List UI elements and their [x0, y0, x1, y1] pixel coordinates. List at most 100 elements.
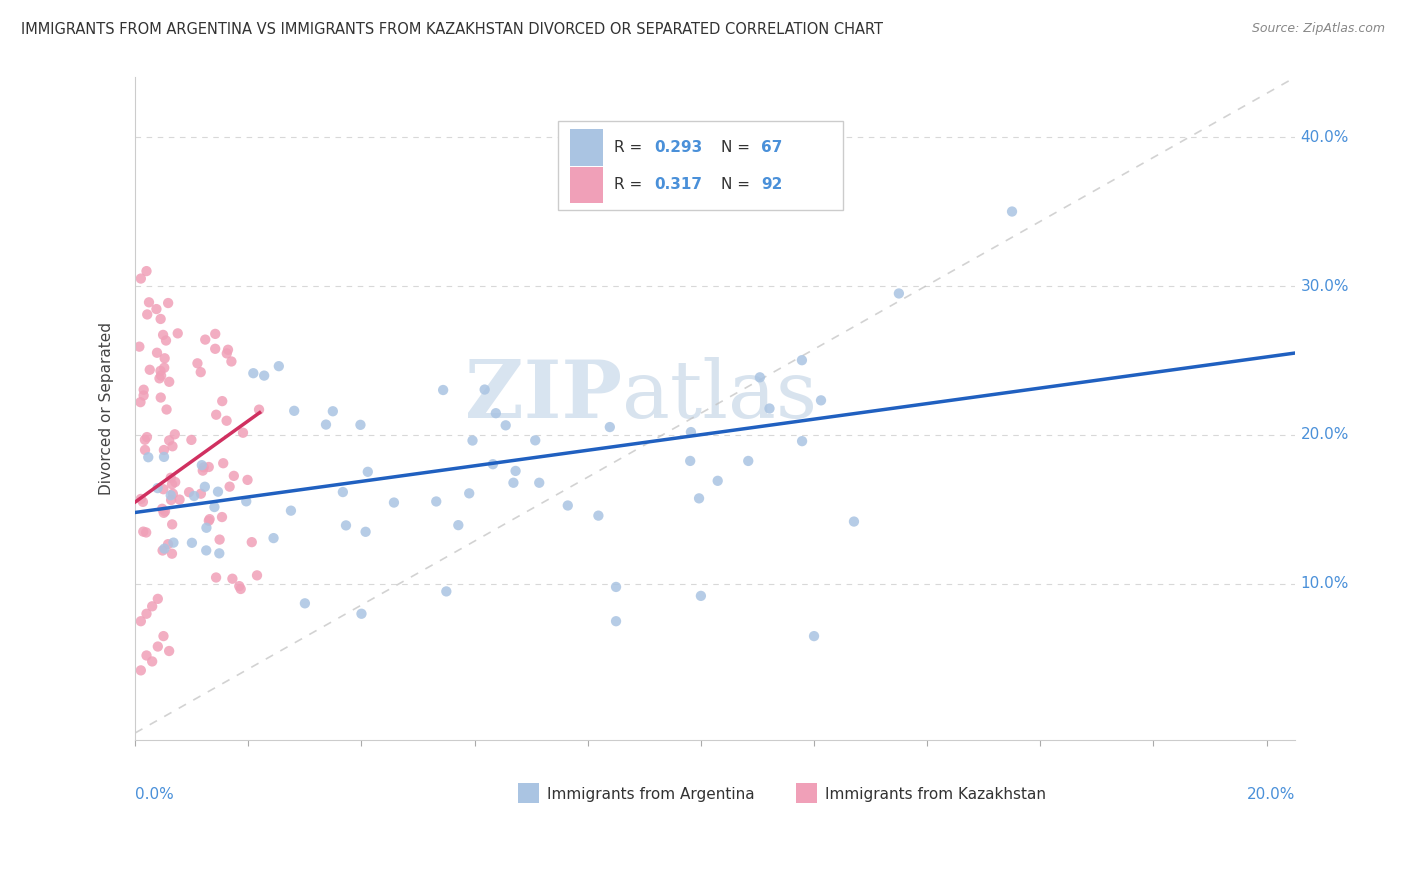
Text: R =: R = [614, 140, 647, 155]
Point [447, 518, 470, 533]
Point [588, 508, 610, 523]
Point [232, 425, 254, 440]
Point [204, 326, 226, 341]
Point [215, 346, 238, 360]
Point [136, 430, 159, 444]
Point [240, 535, 263, 549]
Y-axis label: Divorced or Separated: Divorced or Separated [100, 322, 114, 495]
Point [689, 589, 711, 603]
Point [129, 614, 152, 628]
Point [153, 360, 176, 375]
Point [149, 391, 172, 405]
Point [197, 460, 219, 475]
Point [160, 517, 183, 532]
Point [198, 512, 221, 526]
Point [135, 264, 157, 278]
Point [132, 383, 155, 397]
Point [205, 408, 228, 422]
Point [205, 570, 228, 584]
Point [150, 368, 173, 383]
Point [432, 383, 454, 397]
Point [152, 482, 174, 496]
Point [146, 591, 169, 606]
Point [129, 271, 152, 285]
Point [159, 471, 181, 485]
Point [195, 543, 218, 558]
Point [221, 572, 243, 586]
Point [134, 442, 156, 457]
Point [222, 468, 245, 483]
Point [183, 489, 205, 503]
Text: 67: 67 [762, 140, 783, 155]
Point [294, 596, 316, 610]
Point [217, 343, 239, 357]
Point [349, 417, 371, 432]
Point [605, 614, 627, 628]
Point [195, 521, 218, 535]
Point [181, 536, 204, 550]
Point [280, 503, 302, 517]
Point [357, 465, 380, 479]
Point [263, 531, 285, 545]
Point [190, 486, 212, 500]
Point [136, 308, 159, 322]
Text: 20.0%: 20.0% [1247, 787, 1295, 802]
Text: 0.293: 0.293 [655, 140, 703, 155]
Point [758, 401, 780, 416]
FancyBboxPatch shape [569, 167, 603, 203]
Point [505, 464, 527, 478]
Point [153, 450, 176, 464]
Point [135, 525, 157, 540]
Point [162, 487, 184, 501]
Text: atlas: atlas [623, 357, 817, 434]
Point [228, 579, 250, 593]
Point [790, 353, 813, 368]
Point [153, 443, 176, 458]
Point [148, 371, 170, 385]
Point [706, 474, 728, 488]
Point [382, 495, 405, 509]
Text: 40.0%: 40.0% [1301, 129, 1348, 145]
Point [128, 340, 150, 354]
Point [160, 547, 183, 561]
Point [193, 460, 215, 475]
Point [236, 473, 259, 487]
Point [605, 580, 627, 594]
Point [211, 394, 233, 409]
Point [141, 655, 163, 669]
Point [212, 456, 235, 470]
Point [246, 568, 269, 582]
Point [152, 543, 174, 558]
Point [688, 491, 710, 506]
Text: 30.0%: 30.0% [1301, 278, 1350, 293]
Point [160, 492, 183, 507]
Text: ZIP: ZIP [465, 357, 623, 434]
Point [204, 342, 226, 356]
Point [177, 485, 200, 500]
Point [155, 334, 177, 348]
Point [229, 582, 252, 596]
Point [679, 454, 702, 468]
Point [524, 434, 547, 448]
Point [149, 312, 172, 326]
Point [247, 402, 270, 417]
FancyBboxPatch shape [558, 120, 842, 210]
Point [434, 584, 457, 599]
Point [679, 425, 702, 439]
Point [485, 406, 508, 420]
Point [146, 345, 169, 359]
Point [134, 433, 156, 447]
Point [322, 404, 344, 418]
Point [204, 500, 226, 514]
FancyBboxPatch shape [517, 783, 538, 804]
Point [267, 359, 290, 374]
Point [135, 648, 157, 663]
Text: IMMIGRANTS FROM ARGENTINA VS IMMIGRANTS FROM KAZAKHSTAN DIVORCED OR SEPARATED CO: IMMIGRANTS FROM ARGENTINA VS IMMIGRANTS … [21, 22, 883, 37]
Point [129, 395, 152, 409]
Point [474, 383, 496, 397]
Point [180, 433, 202, 447]
Point [129, 491, 152, 506]
Point [502, 475, 524, 490]
Text: 0.317: 0.317 [655, 178, 703, 193]
Point [194, 480, 217, 494]
